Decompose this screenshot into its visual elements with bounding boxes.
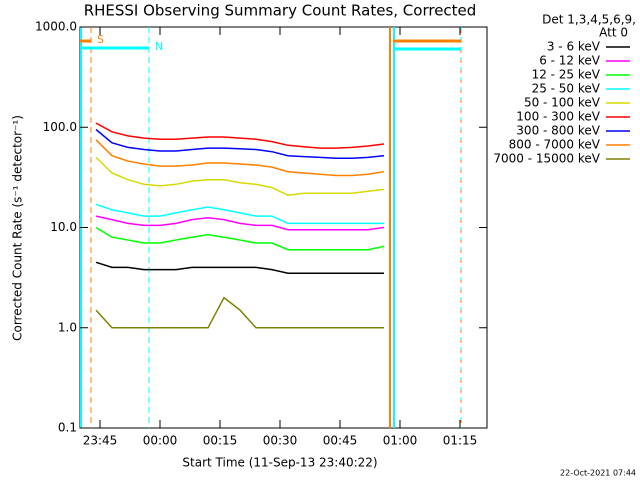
legend-label: 3 - 6 keV [547,40,601,54]
x-tick-label: 01:00 [383,434,418,448]
y-tick-label: 10.0 [50,220,77,234]
legend-label: 50 - 100 keV [524,96,601,110]
y-tick-label: 1.0 [58,320,77,334]
y-axis-label: Corrected Count Rate (s⁻¹ detector⁻¹) [11,115,25,341]
series-line [95,226,385,251]
legend-header: Det 1,3,4,5,6,9, [542,13,636,27]
footer: 22-Oct-2021 07:44 [560,469,636,478]
legend-header: Att 0 [599,26,628,40]
series-line [95,215,385,231]
x-tick-label: 23:45 [83,434,118,448]
chart-title: RHESSI Observing Summary Count Rates, Co… [84,2,477,20]
series-line [95,296,384,329]
x-tick-label: 01:15 [443,434,478,448]
series-line [95,128,385,160]
y-tick-label: 100.0 [43,120,77,134]
legend-label: 100 - 300 keV [516,110,600,124]
series-line [95,203,384,225]
x-tick-label: 00:30 [263,434,298,448]
series-line [95,156,385,196]
x-tick-label: 00:15 [203,434,238,448]
legend-label: 12 - 25 keV [532,68,601,82]
series-line [95,122,385,149]
x-tick-label: 00:00 [143,434,178,448]
series-line [95,261,384,274]
y-tick-label: 0.1 [58,421,77,435]
flag-label: S [97,33,104,46]
y-tick-label: 1000.0 [35,20,77,34]
plot-frame [79,26,488,429]
legend-label: 25 - 50 keV [532,82,601,96]
flag-label: N [155,40,163,53]
legend-label: 7000 - 15000 keV [493,152,600,166]
series-line [95,139,385,177]
x-axis-label: Start Time (11-Sep-13 23:40:22) [182,456,377,470]
legend-label: 800 - 7000 keV [509,138,601,152]
legend-label: 300 - 800 keV [516,124,600,138]
x-tick-label: 00:45 [323,434,358,448]
legend-label: 6 - 12 keV [539,54,601,68]
